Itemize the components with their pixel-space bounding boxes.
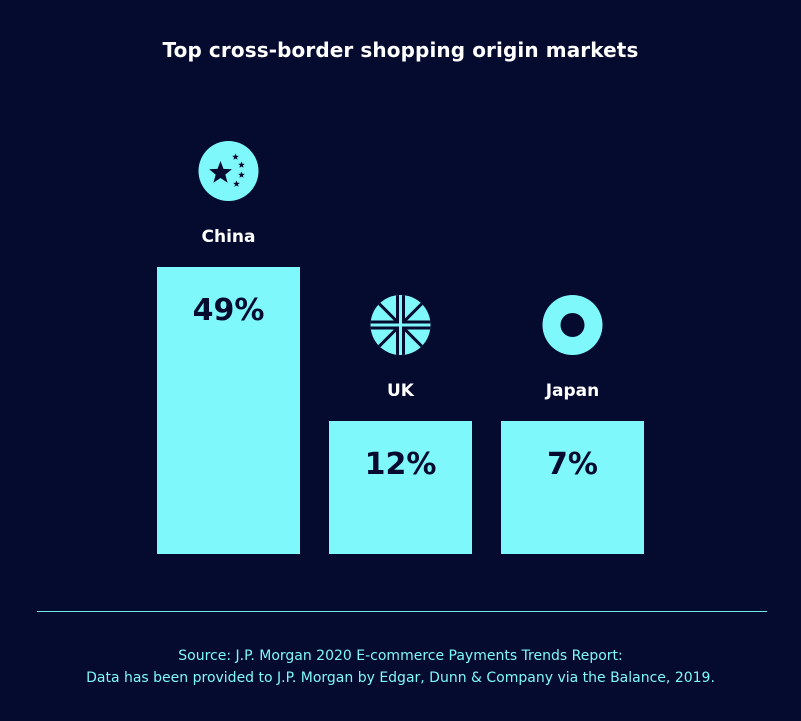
chart-title: Top cross-border shopping origin markets (162, 38, 639, 62)
source-line-1: Source: J.P. Morgan 2020 E-commerce Paym… (178, 648, 623, 664)
value-label-uk: 12% (365, 447, 437, 482)
bar-chart: 49% China 12% UK 7% Japan (157, 141, 644, 554)
uk-flag-icon (370, 295, 431, 355)
category-label-japan: Japan (545, 381, 600, 401)
value-label-japan: 7% (547, 447, 598, 482)
category-label-uk: UK (387, 381, 415, 401)
value-label-china: 49% (193, 293, 265, 328)
category-label-china: China (202, 227, 256, 247)
bar-uk (329, 421, 472, 554)
japan-flag-icon (542, 295, 603, 355)
source-line-2: Data has been provided to J.P. Morgan by… (86, 670, 715, 686)
bar-japan (501, 421, 644, 554)
divider (37, 611, 767, 612)
china-flag-icon (198, 141, 259, 201)
bar-china (157, 267, 300, 554)
source-note: Source: J.P. Morgan 2020 E-commerce Paym… (0, 645, 801, 689)
